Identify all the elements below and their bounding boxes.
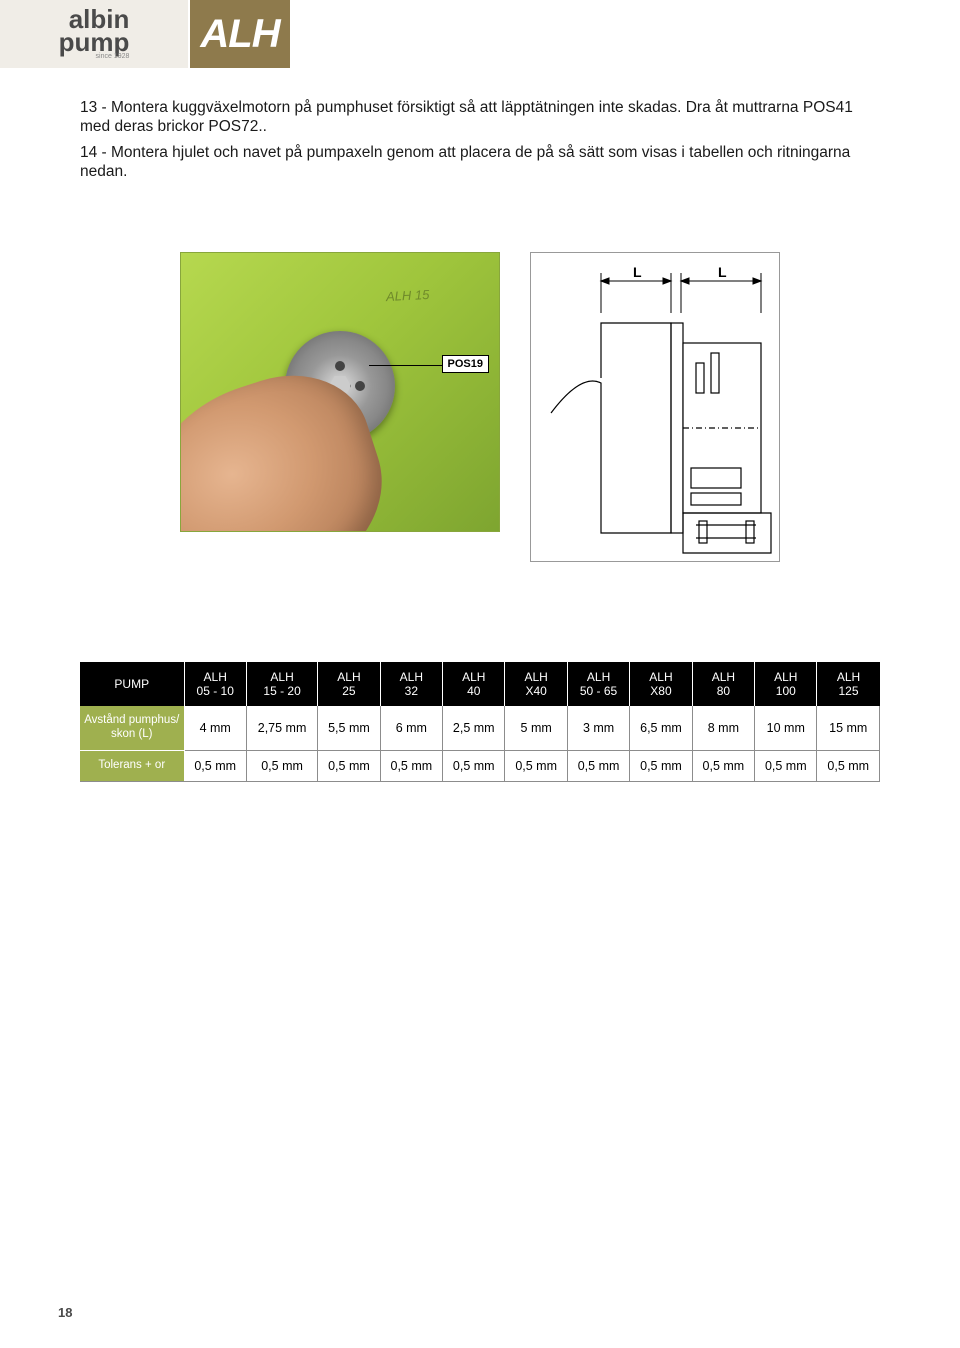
cell: 0,5 mm [184, 750, 246, 781]
technical-drawing: L L [530, 252, 780, 562]
cell: 15 mm [817, 706, 880, 750]
header-pump: PUMP [80, 662, 184, 707]
table-row: Tolerans + or 0,5 mm 0,5 mm 0,5 mm 0,5 m… [80, 750, 880, 781]
spec-table-wrap: PUMP ALH05 - 10 ALH15 - 20 ALH25 ALH32 A… [80, 662, 880, 782]
cell: 6 mm [380, 706, 442, 750]
cell: 8 mm [692, 706, 754, 750]
figures-row: ALH 15 POS19 [80, 252, 880, 562]
cell: 2,5 mm [443, 706, 505, 750]
col-h: ALHX80 [630, 662, 692, 707]
col-h: ALH125 [817, 662, 880, 707]
cell: 0,5 mm [630, 750, 692, 781]
pos19-leader [369, 365, 447, 366]
table-header-row: PUMP ALH05 - 10 ALH15 - 20 ALH25 ALH32 A… [80, 662, 880, 707]
cell: 0,5 mm [692, 750, 754, 781]
col-h: ALH25 [318, 662, 380, 707]
cell: 0,5 mm [817, 750, 880, 781]
instruction-13: 13 - Montera kuggväxelmotorn på pumphuse… [80, 98, 880, 137]
cell: 6,5 mm [630, 706, 692, 750]
instruction-14: 14 - Montera hjulet och navet på pumpaxe… [80, 143, 880, 182]
col-h: ALH05 - 10 [184, 662, 246, 707]
logo-block: albin pump since 1928 [0, 0, 190, 68]
page-number: 18 [58, 1305, 72, 1320]
col-h: ALH40 [443, 662, 505, 707]
cell: 5 mm [505, 706, 567, 750]
row-label: Avstånd pumphus/skon (L) [80, 706, 184, 750]
cell: 3 mm [567, 706, 629, 750]
logo: albin pump since 1928 [59, 8, 130, 59]
dim-L2: L [718, 264, 727, 280]
col-h: ALH100 [755, 662, 817, 707]
table-row: Avstånd pumphus/skon (L) 4 mm 2,75 mm 5,… [80, 706, 880, 750]
cell: 0,5 mm [246, 750, 317, 781]
cell: 10 mm [755, 706, 817, 750]
product-code: ALH [200, 12, 279, 57]
cell: 0,5 mm [443, 750, 505, 781]
assembly-photo: ALH 15 POS19 [180, 252, 500, 532]
col-h: ALH32 [380, 662, 442, 707]
cell: 0,5 mm [318, 750, 380, 781]
cell: 4 mm [184, 706, 246, 750]
cell: 0,5 mm [755, 750, 817, 781]
row-label: Tolerans + or [80, 750, 184, 781]
logo-line2: pump [59, 31, 130, 53]
col-h: ALH80 [692, 662, 754, 707]
dim-L1: L [633, 264, 642, 280]
col-h: ALHX40 [505, 662, 567, 707]
pos19-label: POS19 [442, 355, 489, 373]
col-h: ALH15 - 20 [246, 662, 317, 707]
product-code-block: ALH [190, 0, 290, 68]
cell: 0,5 mm [380, 750, 442, 781]
col-h: ALH50 - 65 [567, 662, 629, 707]
page-content: 13 - Montera kuggväxelmotorn på pumphuse… [0, 68, 960, 782]
casting-text: ALH 15 [385, 286, 429, 303]
spec-table: PUMP ALH05 - 10 ALH15 - 20 ALH25 ALH32 A… [80, 662, 880, 782]
page-header: albin pump since 1928 ALH [0, 0, 960, 68]
cell: 0,5 mm [505, 750, 567, 781]
cell: 2,75 mm [246, 706, 317, 750]
cell: 5,5 mm [318, 706, 380, 750]
cell: 0,5 mm [567, 750, 629, 781]
